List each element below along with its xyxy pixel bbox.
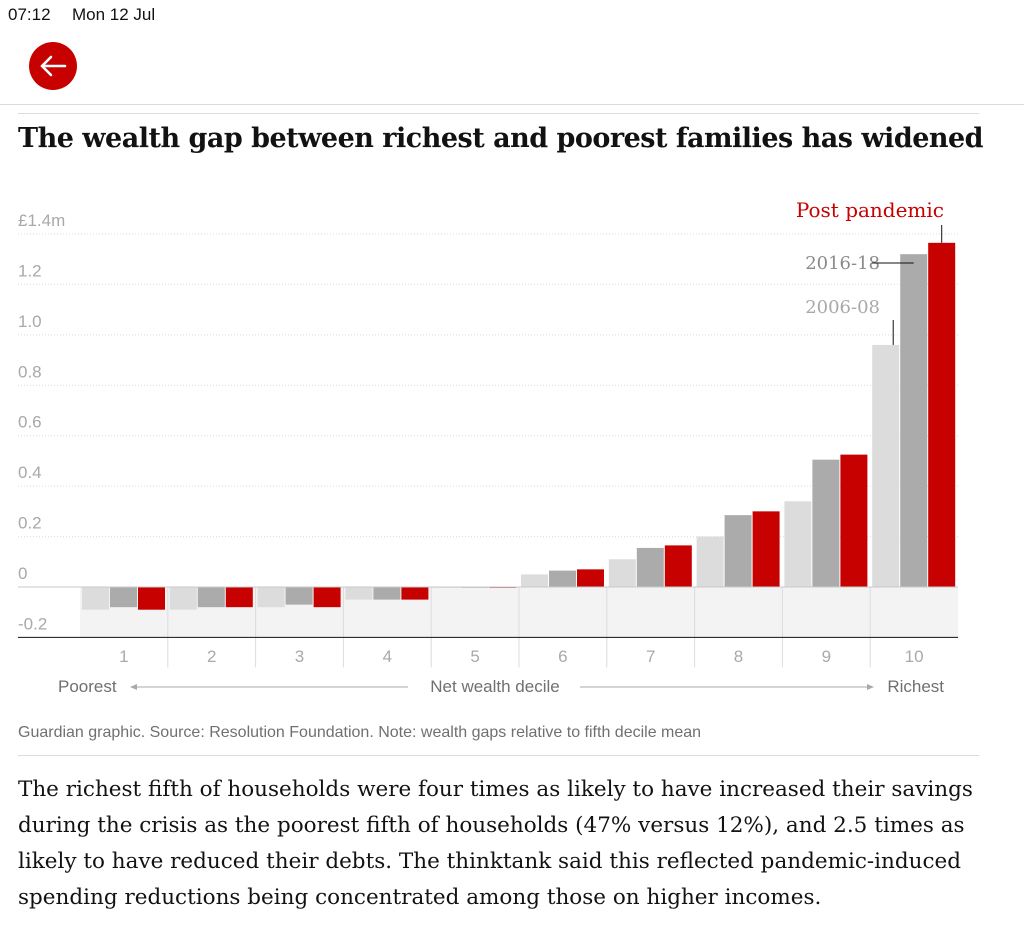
- status-date: Mon 12 Jul: [72, 5, 156, 24]
- y-tick-label: 1.2: [18, 261, 42, 280]
- x-tick-label: 9: [822, 647, 831, 666]
- arrow-left-head: [130, 684, 137, 690]
- y-tick-label: 0: [18, 564, 27, 583]
- bar-2016-18-decile-8: [724, 515, 752, 587]
- bar-post-pandemic-decile-2: [225, 587, 253, 608]
- bar-2016-18-decile-9: [812, 459, 840, 587]
- chart-bottom-divider: [18, 755, 979, 756]
- y-tick-label: 1.0: [18, 312, 42, 331]
- y-tick-label: 0.2: [18, 514, 42, 533]
- bar-post-pandemic-decile-3: [313, 587, 341, 608]
- x-tick-label: 7: [646, 647, 655, 666]
- x-right-label: Richest: [887, 677, 944, 696]
- bar-2006-08-decile-7: [608, 559, 636, 587]
- y-tick-label: -0.2: [18, 614, 47, 633]
- bar-post-pandemic-decile-6: [577, 569, 604, 587]
- bar-post-pandemic-decile-7: [664, 545, 692, 587]
- bar-2006-08-decile-3: [257, 587, 285, 608]
- article-paragraph: The richest fifth of households were fou…: [18, 777, 973, 910]
- status-bar: 07:12 Mon 12 Jul: [0, 0, 1024, 30]
- bar-post-pandemic-decile-8: [752, 511, 780, 587]
- bar-post-pandemic-decile-4: [401, 587, 429, 600]
- x-tick-label: 6: [558, 647, 567, 666]
- bar-2006-08-decile-10: [872, 344, 900, 587]
- bar-2016-18-decile-7: [636, 547, 664, 587]
- header-divider: [0, 104, 1024, 105]
- wealth-gap-chart: £1.4m 1.2 1.0 0.8 0.6 0.4 0.2 0 -0.2 1 2 3 4 5 6 7 8 9 10 P…: [18, 198, 958, 696]
- arrow-left-icon: [40, 55, 67, 77]
- y-tick-label: 0.8: [18, 362, 42, 381]
- x-tick-label: 5: [470, 647, 479, 666]
- bar-2006-08-decile-6: [521, 574, 548, 587]
- bar-2016-18-decile-2: [197, 587, 225, 608]
- bar-2006-08-decile-1: [82, 587, 109, 610]
- bar-2006-08-decile-2: [169, 587, 197, 610]
- bar-2006-08-decile-8: [696, 536, 724, 587]
- bar-post-pandemic-decile-10: [928, 242, 956, 587]
- x-axis-title: Net wealth decile: [430, 677, 559, 696]
- bar-2006-08-decile-4: [345, 587, 373, 600]
- bar-2016-18-decile-10: [900, 254, 928, 587]
- y-tick-label: 0.6: [18, 413, 42, 432]
- legend-label-post-pandemic: Post pandemic: [796, 198, 944, 222]
- title-divider: [18, 113, 979, 114]
- bar-2006-08-decile-9: [784, 501, 812, 587]
- y-tick-label: 0.4: [18, 463, 42, 482]
- x-left-label: Poorest: [58, 677, 117, 696]
- chart-title: The wealth gap between richest and poore…: [18, 123, 984, 154]
- x-tick-label: 10: [905, 647, 924, 666]
- bar-2016-18-decile-1: [110, 587, 137, 608]
- status-time: 07:12: [8, 5, 51, 24]
- y-tick-label: £1.4m: [18, 211, 65, 230]
- x-tick-label: 1: [119, 647, 128, 666]
- bar-post-pandemic-decile-9: [840, 454, 868, 587]
- x-tick-label: 4: [383, 647, 392, 666]
- back-button[interactable]: [29, 42, 77, 90]
- bar-2016-18-decile-6: [549, 570, 576, 587]
- bar-post-pandemic-decile-1: [138, 587, 165, 610]
- x-tick-label: 2: [207, 647, 216, 666]
- x-tick-label: 3: [295, 647, 304, 666]
- bar-2016-18-decile-4: [373, 587, 401, 600]
- legend-label-2016-18: 2016-18: [805, 253, 880, 274]
- bar-2016-18-decile-3: [285, 587, 313, 605]
- arrow-right-head: [867, 684, 874, 690]
- x-tick-label: 8: [734, 647, 743, 666]
- source-note: Guardian graphic. Source: Resolution Fou…: [18, 724, 702, 741]
- legend-label-2006-08: 2006-08: [805, 297, 880, 318]
